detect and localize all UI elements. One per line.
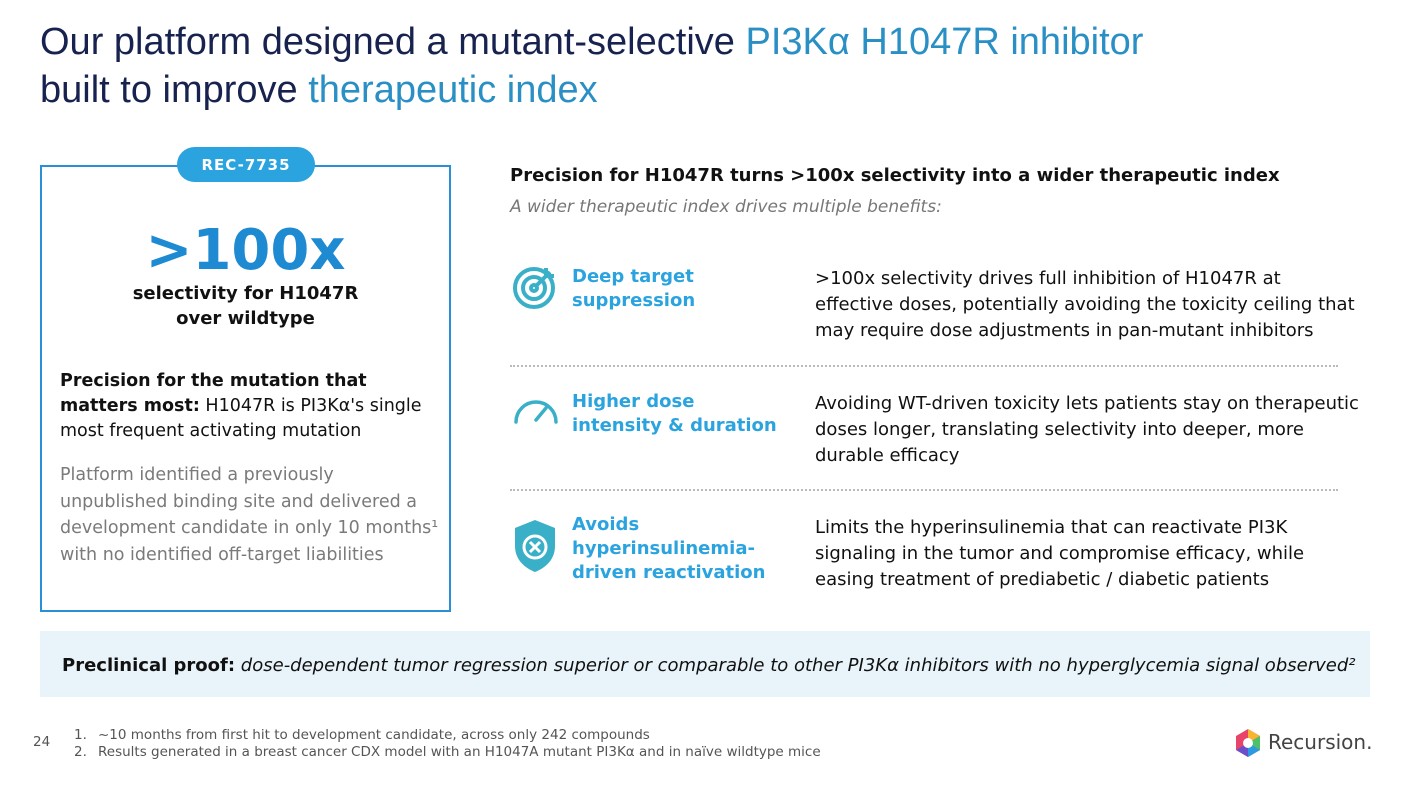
subline: over wildtype (176, 308, 315, 329)
title-part: PI3Kα H1047R inhibitor (745, 21, 1144, 63)
proof-lead: Preclinical proof: (62, 655, 236, 676)
title-part: Our platform designed a mutant-selective (40, 21, 735, 63)
shield-icon (515, 520, 555, 572)
footnote: Results generated in a breast cancer CDX… (98, 744, 821, 760)
benefit-text: Avoiding WT-driven toxicity lets patient… (815, 393, 1359, 466)
benefits-heading: Precision for H1047R turns >100x selecti… (510, 165, 1280, 186)
gauge-icon (514, 400, 558, 424)
footnote: ~10 months from first hit to development… (98, 727, 650, 743)
title-line: built to improve therapeutic index (40, 66, 1143, 114)
divider (510, 489, 1338, 491)
headline: >100x (145, 218, 346, 283)
title-part: built to improve (40, 69, 298, 111)
point-lead: Precision for the mutation that matters … (60, 371, 367, 416)
page-number: 24 (33, 734, 51, 750)
point: Precision for the mutation that matters … (60, 369, 445, 444)
benefit-label: Deep target suppression (572, 266, 696, 311)
subline: selectivity for H1047R (132, 283, 359, 304)
benefit-text: Limits the hyperinsulinemia that can rea… (815, 517, 1305, 590)
logo-text: Recursion. (1268, 730, 1373, 754)
footnote-number: 2. (74, 744, 87, 760)
benefit-text: >100x selectivity drives full inhibition… (815, 268, 1355, 341)
divider (510, 365, 1338, 367)
title-part: therapeutic index (308, 69, 598, 111)
benefits-subheading: A wider therapeutic index drives multipl… (510, 197, 942, 217)
target-icon (513, 267, 555, 309)
title: Our platform designed a mutant-selective… (40, 18, 1143, 114)
title-line: Our platform designed a mutant-selective… (40, 18, 1143, 66)
proof-text: dose-dependent tumor regression superior… (240, 655, 1356, 676)
point-text: H1047R is PI3Kα's single most frequent a… (60, 396, 422, 441)
logo-mark (1236, 729, 1260, 757)
benefit-label: Avoids hyperinsulinemia-driven reactivat… (572, 514, 766, 583)
badge: REC-7735 (177, 147, 315, 182)
proof: Preclinical proof: dose-dependent tumor … (62, 655, 1355, 676)
note: Platform identified a previously unpubli… (60, 465, 439, 565)
proof-bar (40, 631, 1370, 697)
footnote-number: 1. (74, 727, 87, 743)
benefit-label: Higher dose intensity & duration (572, 391, 777, 436)
